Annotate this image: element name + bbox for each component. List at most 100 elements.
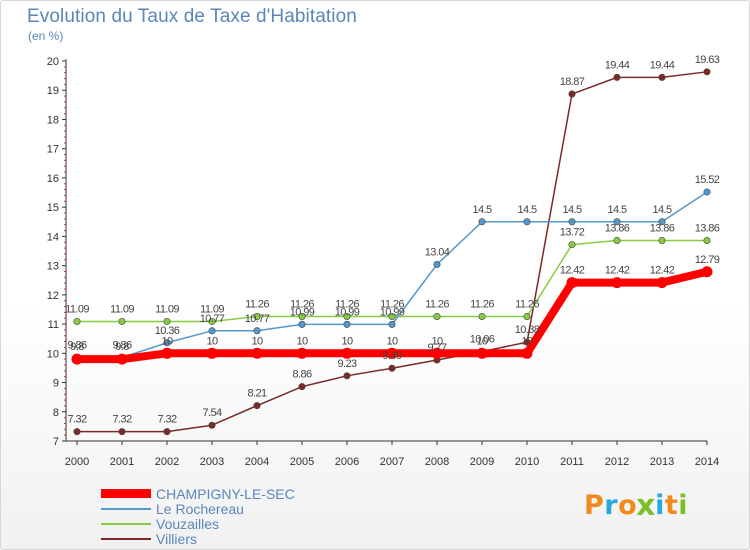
data-point: [388, 320, 396, 328]
data-label: 13.04: [425, 246, 450, 258]
data-label: 11.26: [290, 298, 314, 310]
data-label: 14.5: [472, 204, 491, 216]
proxiti-logo: Proxiti: [584, 488, 688, 522]
data-label: 11.26: [245, 298, 269, 310]
data-point: [298, 320, 306, 328]
legend-swatch: [101, 523, 151, 525]
data-label: 13.86: [650, 222, 675, 234]
data-label: 7.32: [157, 414, 176, 426]
data-point: [163, 317, 171, 325]
data-point: [298, 312, 306, 320]
data-label: 10.99: [380, 306, 405, 318]
data-label: 14.5: [562, 204, 581, 216]
data-label: 7.32: [112, 414, 131, 426]
x-tick-label: 2005: [290, 456, 314, 468]
data-label: 11.26: [380, 298, 404, 310]
x-tick-label: 2008: [425, 456, 449, 468]
data-label: 9.49: [382, 350, 401, 362]
legend-label: Le Rochereau: [156, 501, 244, 517]
data-point: [253, 312, 261, 320]
data-point: [73, 428, 81, 436]
data-label: 9.23: [337, 358, 356, 370]
y-tick-label: 11: [48, 319, 59, 331]
data-point: [658, 236, 666, 244]
data-point: [208, 327, 216, 335]
logo-letter: P: [584, 490, 605, 521]
y-tick-label: 7: [53, 436, 59, 448]
data-point: [163, 428, 171, 436]
data-point: [118, 428, 126, 436]
data-label: 8.21: [247, 388, 266, 400]
data-label: 9.8: [70, 341, 84, 353]
data-point: [523, 218, 531, 226]
data-label: 10: [161, 335, 173, 347]
data-point: [388, 312, 396, 320]
data-label: 19.63: [695, 54, 720, 66]
data-point: [71, 353, 83, 365]
data-label: 11.26: [470, 298, 494, 310]
x-tick-label: 2012: [605, 456, 629, 468]
legend-item: Villiers: [101, 531, 421, 547]
data-label: 10: [386, 335, 398, 347]
data-point: [341, 347, 353, 359]
data-label: 8.86: [292, 369, 311, 381]
series-line-3: [76, 71, 708, 433]
x-tick-label: 2009: [470, 456, 494, 468]
data-point: [568, 218, 576, 226]
x-tick-label: 2010: [515, 456, 539, 468]
data-point: [208, 317, 216, 325]
data-point: [613, 73, 621, 81]
data-label: 18.87: [560, 76, 585, 88]
y-tick-label: 12: [47, 290, 59, 302]
x-tick-label: 2004: [245, 456, 269, 468]
data-label: 10: [431, 335, 443, 347]
data-label: 11.26: [425, 298, 449, 310]
data-point: [476, 347, 488, 359]
data-label: 9.8: [115, 341, 129, 353]
data-label: 10: [251, 335, 263, 347]
data-point: [568, 90, 576, 98]
data-point: [118, 317, 126, 325]
data-label: 9.86: [112, 339, 131, 351]
data-point: [388, 364, 396, 372]
legend-item: Vouzailles: [101, 516, 421, 532]
data-label: 11.09: [110, 303, 134, 315]
legend-label: Vouzailles: [156, 516, 220, 532]
legend-swatch: [101, 508, 151, 510]
data-point: [433, 312, 441, 320]
x-tick-label: 2000: [65, 456, 89, 468]
logo-letter: r: [604, 490, 619, 521]
data-label: 10: [341, 335, 353, 347]
data-label: 12.42: [605, 265, 630, 277]
legend-swatch: [101, 489, 151, 498]
data-label: 11.09: [65, 303, 89, 315]
data-point: [703, 236, 711, 244]
legend: CHAMPIGNY-LE-SEC Le Rochereau Vouzailles Vi…: [101, 486, 421, 547]
data-label: 7.32: [67, 414, 86, 426]
legend-label: Villiers: [156, 531, 197, 547]
data-point: [611, 277, 623, 289]
chart-title: Evolution du Taux de Taxe d'Habitation: [27, 6, 357, 27]
x-tick-label: 2006: [335, 456, 359, 468]
y-tick-label: 14: [47, 231, 59, 243]
data-label: 11.26: [515, 298, 539, 310]
legend-item: Le Rochereau: [101, 501, 421, 517]
logo-letter: i: [655, 490, 665, 521]
data-label: 11.09: [200, 303, 224, 315]
data-point: [703, 188, 711, 196]
legend-item: CHAMPIGNY-LE-SEC: [101, 486, 421, 502]
data-label: 10: [476, 335, 488, 347]
data-label: 15.52: [695, 174, 720, 186]
data-label: 14.5: [607, 204, 626, 216]
data-label: 11.26: [335, 298, 359, 310]
chart-unit: (en %): [28, 29, 64, 43]
data-point: [163, 339, 171, 347]
data-label: 14.5: [652, 204, 671, 216]
data-point: [568, 241, 576, 249]
data-label: 13.86: [695, 222, 720, 234]
data-label: 7.54: [202, 407, 221, 419]
data-label: 10.99: [290, 306, 315, 318]
y-tick-label: 16: [47, 173, 59, 185]
